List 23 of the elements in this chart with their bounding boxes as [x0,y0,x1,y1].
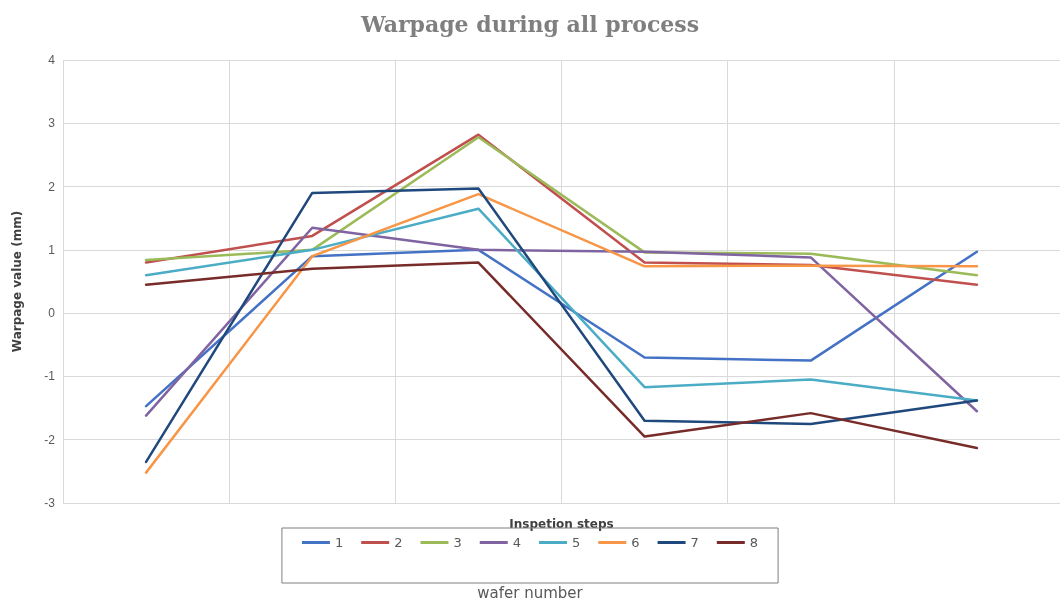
legend-label: 1 [334,535,344,550]
line-series [144,248,979,408]
legend-label: 3 [453,535,462,550]
legend-label: 8 [749,535,759,550]
y-tick-label: 0 [48,306,56,321]
y-axis-title: Warpage value (mm) [10,210,24,353]
y-tick-label: 1 [48,242,56,257]
line-series [144,261,979,450]
y-tick-label: -3 [44,496,56,510]
legend-label: 7 [690,535,699,550]
legend-label: 2 [394,535,403,550]
y-tick-label: 3 [48,116,56,131]
x-axis-title: Inspetion steps [509,517,614,531]
y-tick-label: 2 [48,179,56,194]
y-tick-label: -2 [44,432,56,447]
legend-label: 5 [572,535,581,550]
y-tick-label: 4 [48,53,56,67]
legend-label: 4 [512,535,522,550]
y-tick-label: -1 [44,369,56,384]
legend-label: 6 [631,535,640,550]
chart-title: Warpage during all process [359,11,700,37]
legend-title: wafer number [477,583,584,602]
line-series [144,226,979,417]
